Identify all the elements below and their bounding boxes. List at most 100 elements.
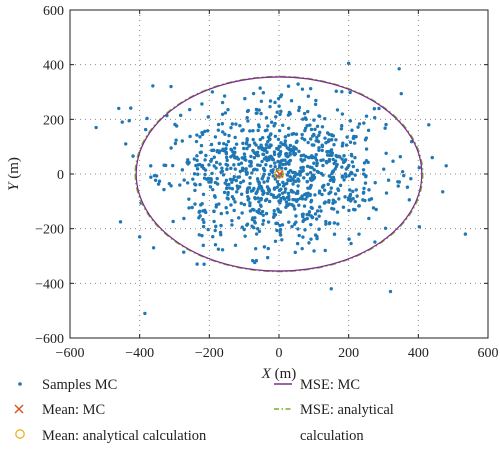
sample-point (276, 194, 281, 198)
sample-point (278, 233, 283, 237)
sample-point (260, 177, 264, 181)
sample-point (347, 163, 351, 168)
legend-swatch-mean-analytical (15, 429, 25, 439)
legend-label: Mean: analytical calculation (42, 428, 207, 444)
sample-point (190, 205, 194, 210)
sample-point (201, 243, 205, 248)
sample-point (332, 143, 336, 147)
sample-point (269, 164, 273, 168)
sample-point (297, 108, 301, 113)
sample-point (219, 211, 223, 216)
sample-point (239, 161, 244, 165)
sample-point (351, 189, 355, 194)
sample-point (237, 175, 242, 179)
sample-point (241, 179, 246, 183)
sample-point (353, 155, 357, 160)
sample-point (209, 176, 213, 181)
sample-point (220, 112, 225, 117)
sample-point (361, 172, 366, 176)
sample-point (246, 119, 250, 123)
sample-point (313, 193, 317, 197)
sample-point (215, 182, 220, 186)
sample-point (322, 188, 327, 192)
sample-point (315, 161, 319, 165)
sample-point (251, 148, 255, 153)
sample-point (367, 198, 372, 202)
sample-point (242, 227, 246, 232)
sample-point (372, 107, 377, 111)
sample-point (350, 177, 355, 181)
sample-point (340, 175, 345, 179)
samples-series (94, 61, 468, 316)
sample-point (312, 118, 316, 122)
sample-point (301, 212, 305, 216)
y-tick-label: −200 (35, 223, 64, 238)
sample-point (309, 183, 313, 188)
sample-point (188, 134, 192, 139)
sample-point (162, 163, 166, 167)
sample-point (417, 225, 422, 229)
sample-point (226, 139, 231, 144)
sample-point (364, 174, 368, 179)
sample-point (355, 194, 359, 198)
sample-point (149, 175, 153, 179)
sample-point (239, 201, 243, 205)
sample-point (266, 124, 270, 128)
sample-point (398, 155, 403, 159)
sample-point (323, 200, 328, 204)
sample-point (272, 212, 276, 216)
sample-point (340, 90, 344, 94)
sample-point (210, 90, 215, 94)
sample-point (348, 192, 353, 197)
sample-point (384, 122, 388, 127)
sample-point (305, 195, 309, 199)
sample-point (361, 168, 366, 172)
sample-point (374, 207, 378, 212)
sample-point (277, 188, 282, 193)
mean-markers (274, 169, 284, 179)
sample-point (276, 137, 281, 142)
sample-point (388, 289, 393, 294)
sample-point (417, 166, 421, 170)
sample-point (342, 154, 346, 158)
y-tick-label: −400 (35, 277, 64, 292)
sample-point (286, 178, 290, 182)
sample-point (301, 235, 305, 239)
sample-point (373, 240, 377, 244)
sample-point (216, 122, 221, 127)
sample-point (221, 173, 226, 177)
sample-point (230, 180, 234, 184)
sample-point (366, 128, 371, 133)
sample-point (269, 169, 273, 173)
sample-point (260, 135, 265, 140)
sample-point (221, 130, 225, 134)
sample-point (254, 107, 259, 112)
sample-point (277, 128, 282, 133)
sample-point (220, 122, 225, 126)
sample-point (400, 170, 405, 174)
sample-point (362, 186, 366, 191)
legend-item-samples: Samples MC (18, 377, 117, 393)
sample-point (195, 167, 200, 171)
sample-point (156, 182, 161, 186)
sample-point (94, 125, 98, 130)
sample-point (352, 134, 356, 139)
sample-point (255, 150, 260, 155)
sample-point (323, 136, 327, 140)
sample-point (227, 186, 232, 190)
sample-point (242, 202, 247, 207)
sample-point (315, 169, 320, 174)
sample-point (292, 152, 296, 156)
sample-point (384, 151, 388, 155)
sample-point (272, 124, 276, 128)
sample-point (182, 178, 186, 182)
sample-point (235, 184, 239, 188)
sample-point (232, 174, 236, 179)
sample-point (203, 208, 207, 213)
sample-point (127, 119, 131, 123)
sample-point (285, 161, 289, 165)
sample-point (206, 115, 210, 119)
sample-point (283, 187, 288, 191)
sample-point (261, 218, 266, 223)
sample-point (334, 89, 338, 93)
